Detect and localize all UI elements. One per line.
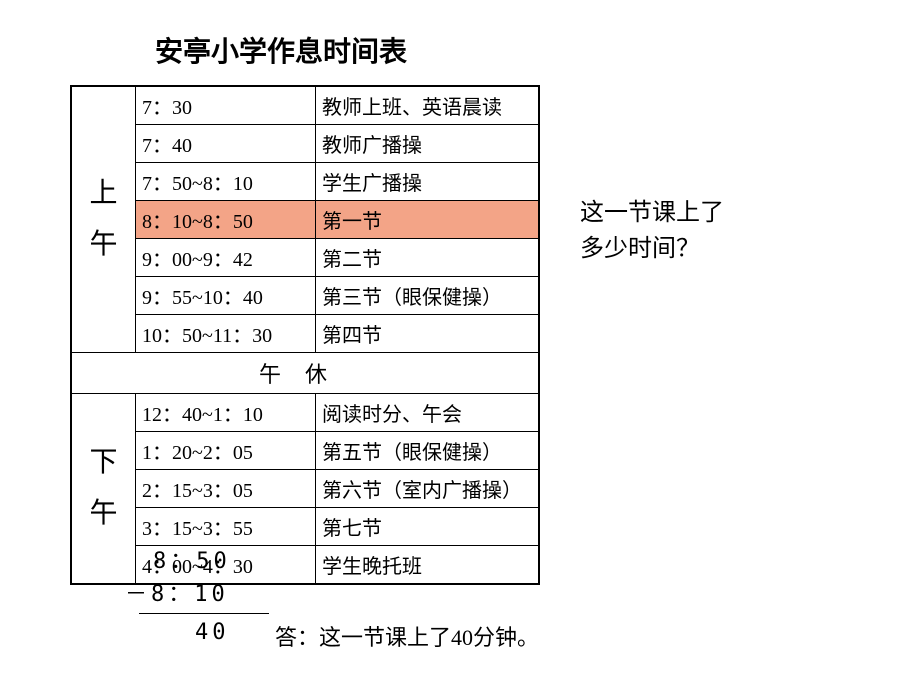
calculation: 8：50 －8：10 40	[125, 545, 269, 649]
time-cell: 7：40	[136, 125, 316, 162]
time-cell: 1：20~2：05	[136, 432, 316, 469]
activity-cell: 第六节（室内广播操）	[316, 470, 538, 507]
activity-cell: 第二节	[316, 239, 538, 276]
afternoon-label-bottom: 午	[89, 489, 117, 539]
time-cell: 7：50~8：10	[136, 163, 316, 200]
table-row: 9：55~10：40 第三节（眼保健操）	[136, 277, 538, 315]
break-row: 午休	[72, 353, 538, 394]
question-line2: 多少时间？	[580, 231, 724, 267]
activity-cell: 阅读时分、午会	[316, 394, 538, 431]
afternoon-label-top: 下	[89, 438, 117, 488]
table-row: 7：30 教师上班、英语晨读	[136, 87, 538, 125]
activity-cell: 教师上班、英语晨读	[316, 87, 538, 124]
table-row: 1：20~2：05 第五节（眼保健操）	[136, 432, 538, 470]
table-row: 10：50~11：30 第四节	[136, 315, 538, 352]
activity-cell: 第五节（眼保健操）	[316, 432, 538, 469]
activity-cell: 第一节	[316, 201, 538, 238]
activity-cell: 第七节	[316, 508, 538, 545]
table-row: 7：40 教师广播操	[136, 125, 538, 163]
calc-subtrahend: －8：10	[125, 578, 269, 611]
activity-cell: 第四节	[316, 315, 538, 352]
activity-cell: 学生广播操	[316, 163, 538, 200]
time-cell: 9：00~9：42	[136, 239, 316, 276]
calc-minuend: 8：50	[125, 545, 269, 578]
morning-label: 上 午	[72, 87, 136, 352]
calc-rule	[139, 613, 269, 614]
morning-label-bottom: 午	[89, 220, 117, 270]
time-cell: 8：10~8：50	[136, 201, 316, 238]
activity-cell: 教师广播操	[316, 125, 538, 162]
time-cell: 9：55~10：40	[136, 277, 316, 314]
time-cell: 7：30	[136, 87, 316, 124]
time-cell: 2：15~3：05	[136, 470, 316, 507]
question-text: 这一节课上了 多少时间？	[580, 195, 724, 267]
calc-result: 40	[125, 616, 269, 649]
activity-cell: 第三节（眼保健操）	[316, 277, 538, 314]
table-row: 12：40~1：10 阅读时分、午会	[136, 394, 538, 432]
answer-text: 答：这一节课上了40分钟。	[275, 620, 539, 652]
time-cell: 10：50~11：30	[136, 315, 316, 352]
time-cell: 12：40~1：10	[136, 394, 316, 431]
table-row: 2：15~3：05 第六节（室内广播操）	[136, 470, 538, 508]
page-title: 安亭小学作息时间表	[155, 30, 407, 70]
morning-rows: 7：30 教师上班、英语晨读 7：40 教师广播操 7：50~8：10 学生广播…	[136, 87, 538, 352]
question-line1: 这一节课上了	[580, 195, 724, 231]
schedule-table: 上 午 7：30 教师上班、英语晨读 7：40 教师广播操 7：50~8：10 …	[70, 85, 540, 585]
table-row-highlight: 8：10~8：50 第一节	[136, 201, 538, 239]
time-cell: 3：15~3：55	[136, 508, 316, 545]
table-row: 7：50~8：10 学生广播操	[136, 163, 538, 201]
activity-cell: 学生晚托班	[316, 546, 538, 583]
table-row: 3：15~3：55 第七节	[136, 508, 538, 546]
morning-block: 上 午 7：30 教师上班、英语晨读 7：40 教师广播操 7：50~8：10 …	[72, 87, 538, 353]
morning-label-top: 上	[89, 169, 117, 219]
table-row: 9：00~9：42 第二节	[136, 239, 538, 277]
